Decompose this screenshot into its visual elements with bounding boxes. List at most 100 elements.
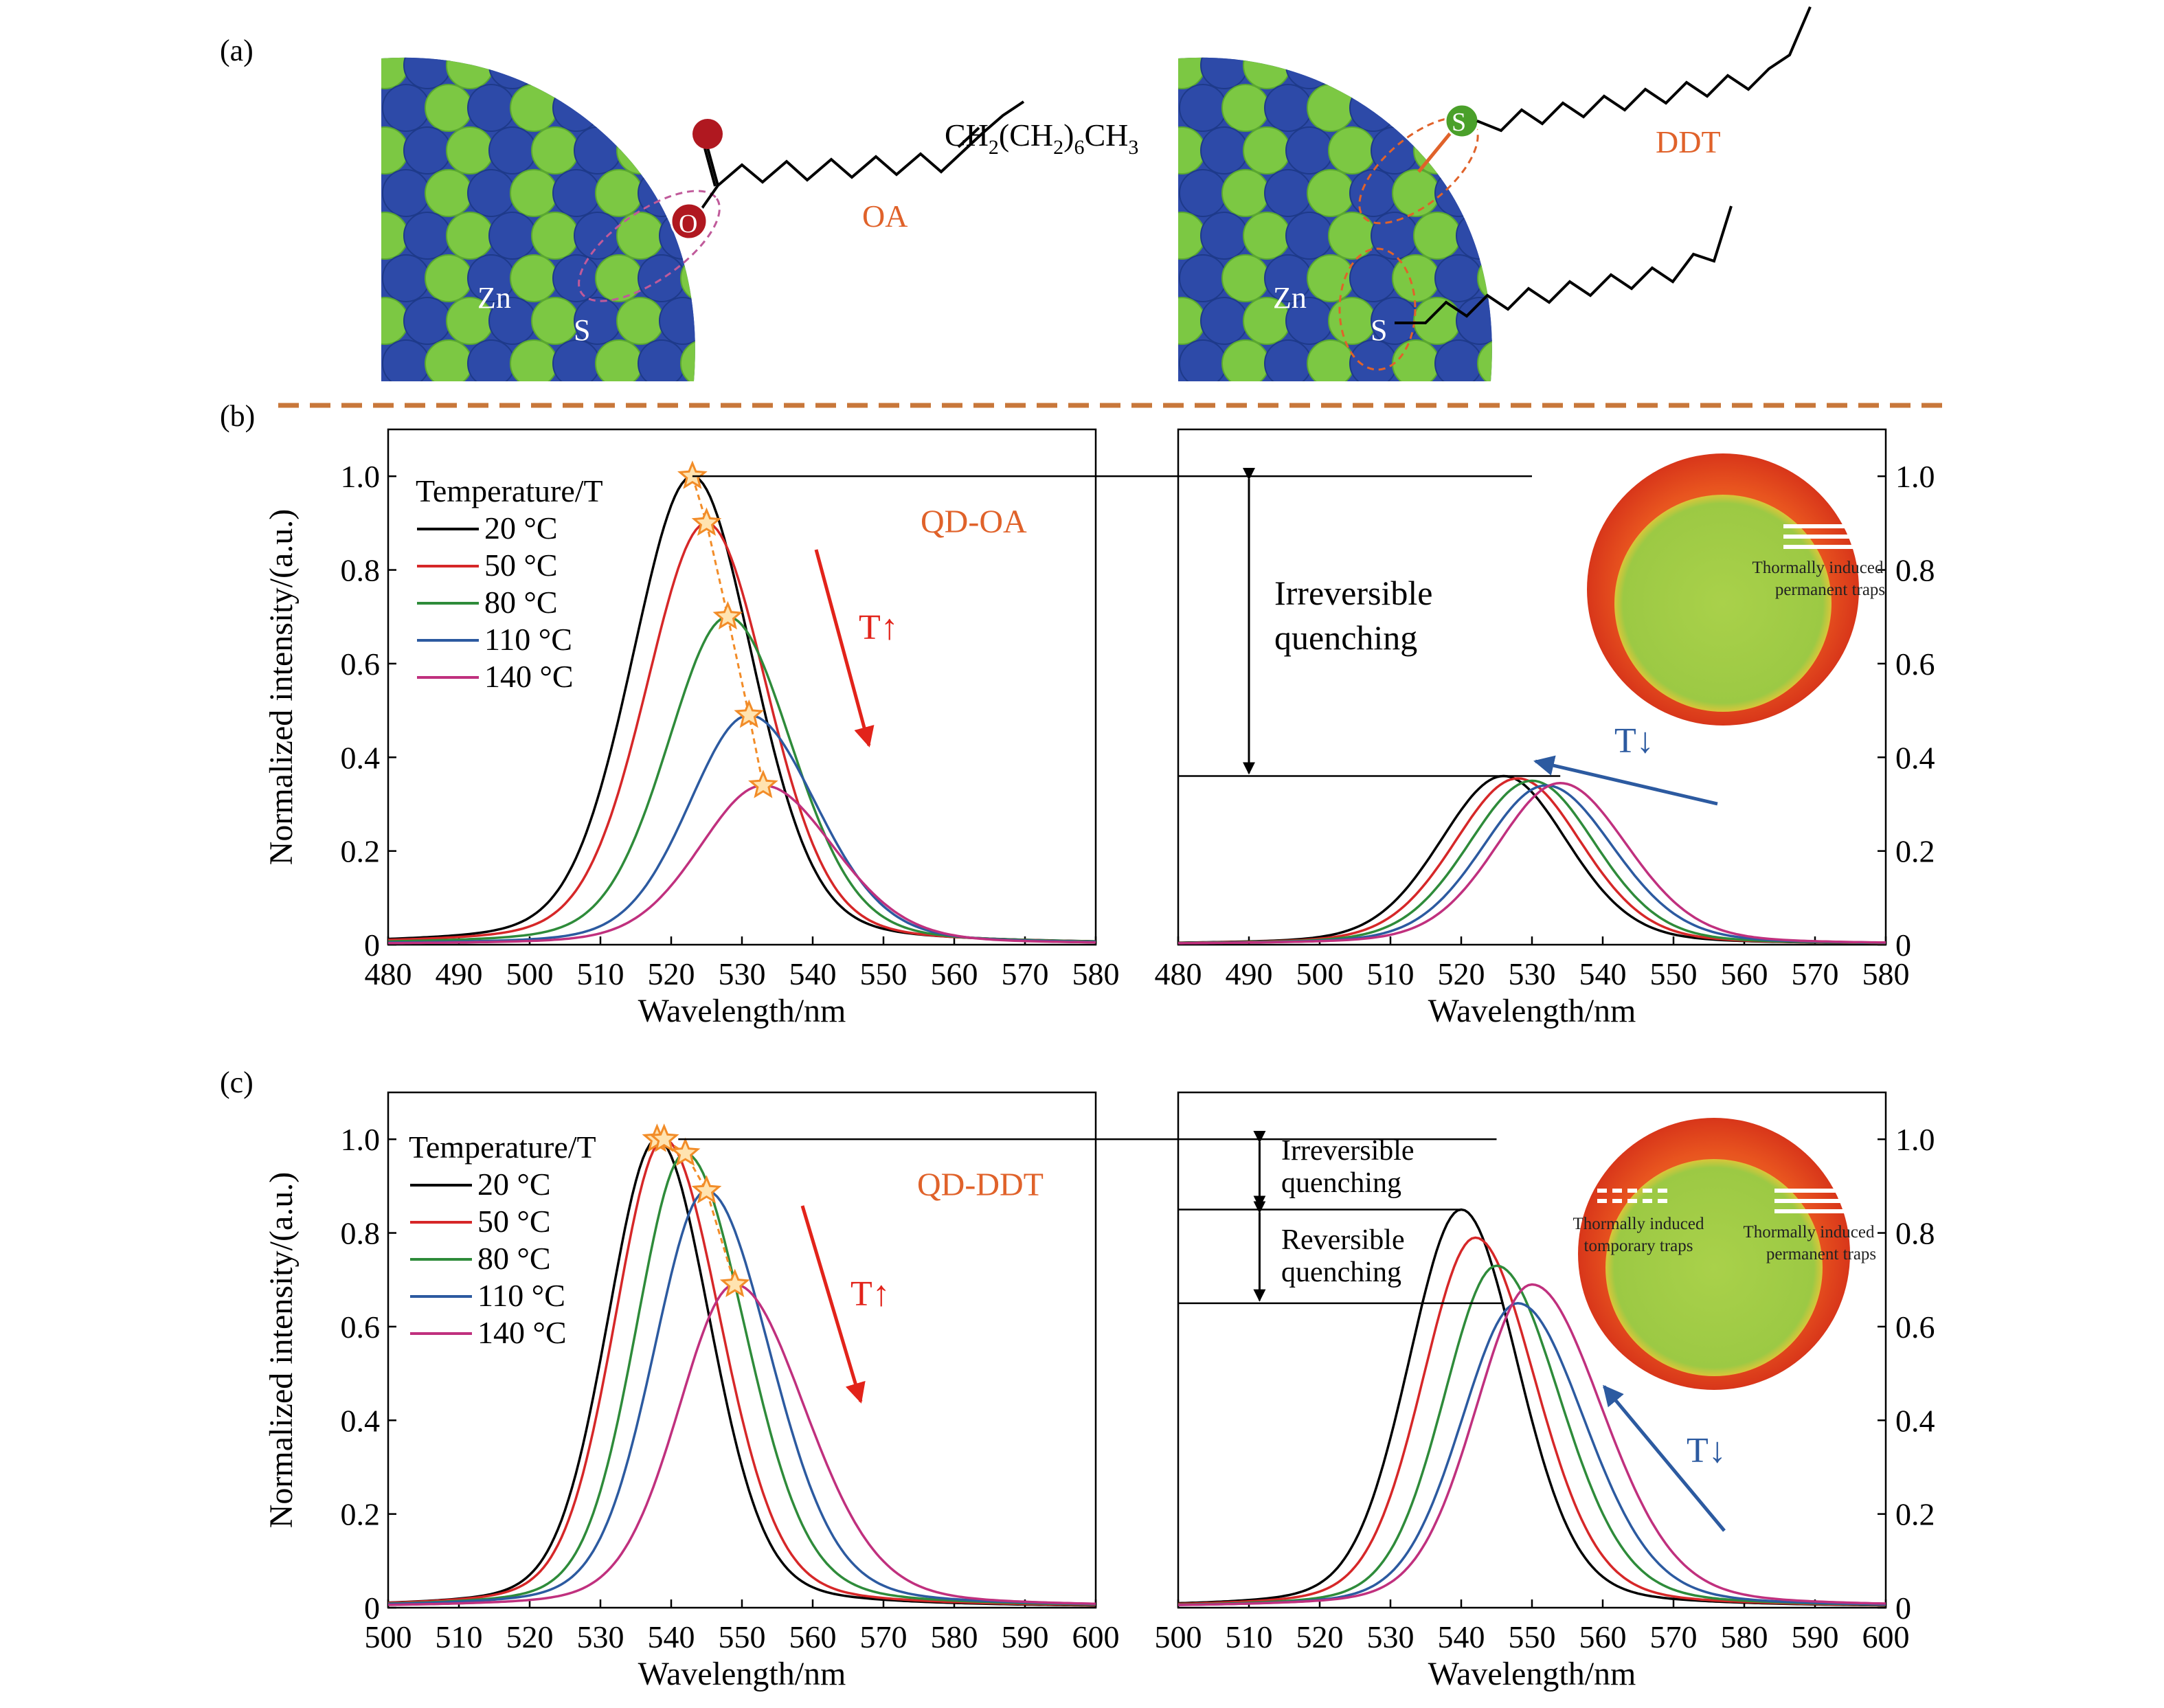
permanent-traps-label: permanent traps bbox=[1766, 1245, 1876, 1263]
zn-atom bbox=[404, 297, 451, 344]
s-atom bbox=[361, 127, 408, 174]
x-tick-label: 510 bbox=[1226, 1619, 1273, 1654]
s-atom bbox=[596, 340, 642, 387]
oa-o-label: O bbox=[679, 210, 697, 238]
x-tick-label: 540 bbox=[1438, 1619, 1485, 1654]
zn-atom bbox=[383, 340, 429, 387]
x-tick-label: 590 bbox=[1002, 1619, 1049, 1654]
y-tick-label: 0.6 bbox=[1895, 647, 1935, 682]
quenching-label: quenching bbox=[1281, 1257, 1401, 1288]
zn-atom bbox=[1350, 255, 1397, 302]
s-atom bbox=[1414, 42, 1461, 89]
zn-atom bbox=[489, 127, 536, 174]
x-tick-label: 490 bbox=[1226, 956, 1273, 991]
s-atom bbox=[596, 255, 642, 302]
y-axis-label: Normalized intensity/(a.u.) bbox=[263, 1172, 300, 1529]
s-atom bbox=[681, 255, 728, 302]
y-axis-label: Normalized intensity/(a.u.) bbox=[263, 509, 300, 866]
y-tick-label: 0.8 bbox=[1895, 1216, 1935, 1251]
x-tick-label: 570 bbox=[1002, 956, 1049, 991]
t-up-label: T↑ bbox=[859, 608, 899, 647]
s-atom bbox=[1307, 255, 1354, 302]
s-atom bbox=[1222, 85, 1269, 131]
s-atom bbox=[425, 170, 472, 216]
s-atom bbox=[1414, 212, 1461, 259]
y-tick-label: 0.2 bbox=[341, 1497, 381, 1532]
x-tick-label: 530 bbox=[719, 956, 766, 991]
legend-entry: 20 °C bbox=[484, 510, 558, 546]
x-tick-label: 510 bbox=[577, 956, 624, 991]
x-tick-label: 520 bbox=[1438, 956, 1485, 991]
zn-atom bbox=[1180, 85, 1226, 131]
s-atom bbox=[532, 42, 578, 89]
s-atom bbox=[532, 212, 578, 259]
zn-atom bbox=[1201, 42, 1248, 89]
zn-atom bbox=[1286, 42, 1333, 89]
t-up-label: T↑ bbox=[850, 1274, 890, 1314]
x-tick-label: 570 bbox=[1650, 1619, 1698, 1654]
x-tick-label: 500 bbox=[506, 956, 554, 991]
s-atom bbox=[1158, 297, 1205, 344]
s-atom bbox=[532, 297, 578, 344]
zn-atom bbox=[383, 85, 429, 131]
s-atom bbox=[1393, 170, 1439, 216]
x-tick-label: 520 bbox=[648, 956, 695, 991]
panel-label-c: (c) bbox=[220, 1066, 253, 1099]
x-tick-label: 480 bbox=[1155, 956, 1202, 991]
x-tick-label: 510 bbox=[1367, 956, 1415, 991]
zn-atom bbox=[1265, 340, 1311, 387]
s-atom bbox=[1329, 42, 1375, 89]
s-atom bbox=[617, 297, 664, 344]
ddt-name: DDT bbox=[1656, 124, 1721, 159]
x-tick-label: 530 bbox=[1367, 1619, 1415, 1654]
zn-atom bbox=[553, 170, 600, 216]
x-tick-label: 540 bbox=[648, 1619, 695, 1654]
x-tick-label: 540 bbox=[789, 956, 837, 991]
zn-atom bbox=[1180, 340, 1226, 387]
s-atom bbox=[425, 255, 472, 302]
quenching-label: quenching bbox=[1274, 618, 1417, 657]
temporary-traps-label: Thormally induced bbox=[1573, 1215, 1704, 1233]
zn-atom bbox=[660, 297, 706, 344]
y-tick-label: 0.2 bbox=[1895, 1497, 1935, 1532]
s-atom bbox=[617, 212, 664, 259]
zn-atom bbox=[404, 42, 451, 89]
s-atom bbox=[510, 255, 557, 302]
s-atom bbox=[532, 127, 578, 174]
legend-title: Temperature/T bbox=[416, 473, 603, 508]
x-tick-label: 510 bbox=[436, 1619, 483, 1654]
s-atom bbox=[1222, 255, 1269, 302]
quenching-label: quenching bbox=[1281, 1167, 1401, 1199]
panel-label-b: (b) bbox=[220, 399, 255, 433]
panel-label-a: (a) bbox=[220, 34, 253, 67]
zn-atom bbox=[1180, 255, 1226, 302]
qd-oa-label: QD-OA bbox=[921, 504, 1027, 540]
zn-atom bbox=[1371, 212, 1418, 259]
peak-star bbox=[736, 702, 761, 726]
x-tick-label: 530 bbox=[577, 1619, 624, 1654]
temporary-traps-label: tomporary traps bbox=[1584, 1237, 1693, 1255]
s-atom bbox=[361, 297, 408, 344]
s-atom bbox=[425, 85, 472, 131]
zn-atom bbox=[383, 255, 429, 302]
y-tick-label: 0.8 bbox=[1895, 553, 1935, 588]
zn-atom bbox=[489, 212, 536, 259]
legend-entry: 50 °C bbox=[477, 1204, 551, 1239]
ddt-s-surface-label: S bbox=[1371, 313, 1387, 347]
s-atom bbox=[1329, 297, 1375, 344]
s-atom bbox=[1307, 85, 1354, 131]
oa-name: OA bbox=[862, 199, 908, 234]
zn-atom bbox=[638, 340, 685, 387]
x-tick-label: 560 bbox=[1579, 1619, 1627, 1654]
irreversible-label: Irreversible bbox=[1281, 1135, 1415, 1167]
x-tick-label: 550 bbox=[719, 1619, 766, 1654]
y-tick-label: 1.0 bbox=[1895, 1122, 1935, 1157]
legend-entry: 140 °C bbox=[477, 1315, 567, 1350]
s-atom bbox=[1329, 127, 1375, 174]
x-tick-label: 500 bbox=[1155, 1619, 1202, 1654]
x-tick-label: 580 bbox=[1721, 1619, 1768, 1654]
ddt-nanocrystal: Zn S bbox=[1158, 42, 1524, 387]
s-atom bbox=[1243, 212, 1290, 259]
series-line-3 bbox=[1178, 780, 1886, 943]
